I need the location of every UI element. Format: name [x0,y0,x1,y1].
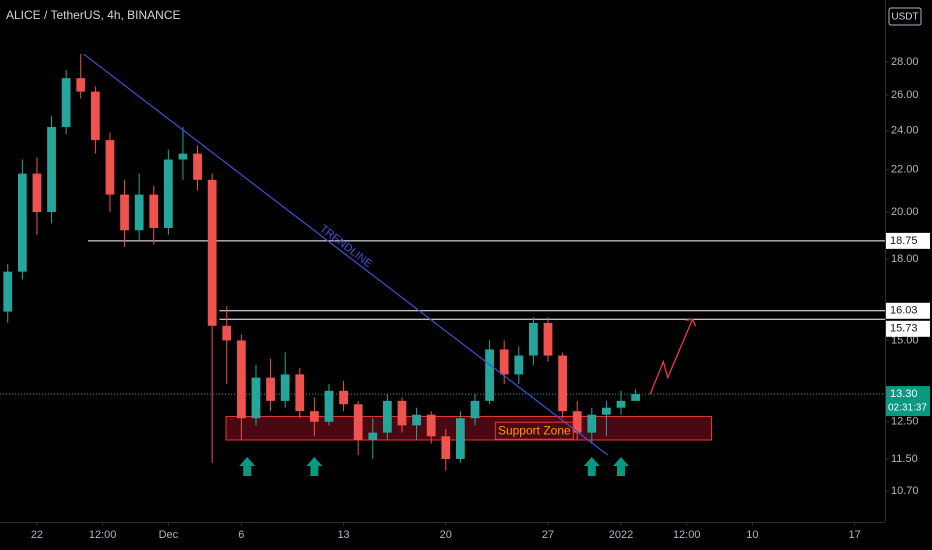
price-tag [886,320,930,337]
candle-body [61,78,71,128]
candle-body [120,194,129,231]
y-tick-label: 12.50 [891,416,919,428]
candle-body [426,414,436,437]
candle-body [382,400,392,433]
candle-body [529,322,538,356]
x-tick-label: 6 [238,529,244,541]
support-label-box [494,421,574,440]
y-tick-label: 15.00 [891,334,919,346]
candle-body [631,394,640,401]
y-tick-label: 11.50 [891,453,918,465]
price-tag-label: 16.03 [890,305,918,317]
last-price-tag [886,386,930,417]
candle-body [324,390,334,422]
y-tick-label: 20.00 [891,206,919,218]
candle-body [236,340,246,419]
candle-body [251,377,261,419]
up-arrow [613,457,630,477]
x-tick-label: 27 [542,529,554,541]
price-tag-label: 18.75 [890,235,918,247]
candle-body [17,173,27,272]
y-tick-label: 18.00 [891,253,919,265]
candle-body [90,91,100,141]
candle-body [193,153,202,180]
x-tick-label: 20 [440,529,452,541]
candle-body [222,325,232,341]
candle-body [353,404,363,440]
candle-body [339,390,348,405]
candle-body [470,400,480,419]
candle-body [543,322,553,356]
x-tick-label: 2022 [609,529,633,541]
candle-body [514,355,524,375]
x-tick-label: 12:00 [89,529,117,541]
chart-title: ALICE / TetherUS, 4h, BINANCE [6,8,181,22]
support-label: Support Zone [498,423,571,437]
price-tag [886,232,930,249]
currency-box [888,7,922,26]
candle-body [3,271,13,312]
candle-body [105,140,115,195]
candle-body [587,414,597,433]
x-tick-label: 12:00 [673,529,701,541]
plot [0,53,885,477]
candle-body [207,179,217,326]
candle-body [134,194,144,231]
projection-arrowhead [685,318,697,327]
projection-path [649,318,694,395]
candle-body [499,349,509,375]
candle-body [616,400,626,408]
x-tick-label: 22 [31,529,43,541]
trendline [83,53,609,456]
countdown-label: 02:31:37 [888,403,927,414]
x-tick-label: 17 [849,529,861,541]
x-tick-label: Dec [159,529,179,541]
candle-body [76,78,86,92]
y-tick-label: 22.00 [891,163,919,175]
candle-body [178,153,188,160]
y-tick-label: 24.00 [891,125,919,137]
candle-body [309,411,319,422]
candle-body [397,400,407,426]
support-zone [225,415,713,441]
candle-body [163,159,173,228]
y-tick-label: 26.00 [891,89,919,101]
candle-body [149,194,159,228]
candle-body [602,407,611,415]
candle-body [280,374,290,401]
currency-label: USDT [891,12,918,23]
up-arrow [239,457,256,477]
candle-body [485,349,494,401]
candle-body [412,414,421,426]
candle-body [295,374,305,412]
up-arrow [583,457,600,477]
price-tag [886,302,930,319]
candle-body [441,436,451,459]
y-tick-label: 10.70 [891,485,919,497]
candle-body [368,432,378,440]
x-tick-label: 13 [337,529,349,541]
x-tick-label: 10 [746,529,758,541]
candle-body [266,377,275,401]
candle-body [47,127,56,213]
candle-body [32,173,42,213]
candle-body [572,411,582,433]
last-price-label: 13.30 [890,388,918,400]
candle-body [456,418,465,459]
y-tick-label: 28.00 [891,56,919,68]
up-arrow [306,457,323,477]
price-tag-label: 15.73 [890,323,918,335]
candle-body [558,355,567,412]
